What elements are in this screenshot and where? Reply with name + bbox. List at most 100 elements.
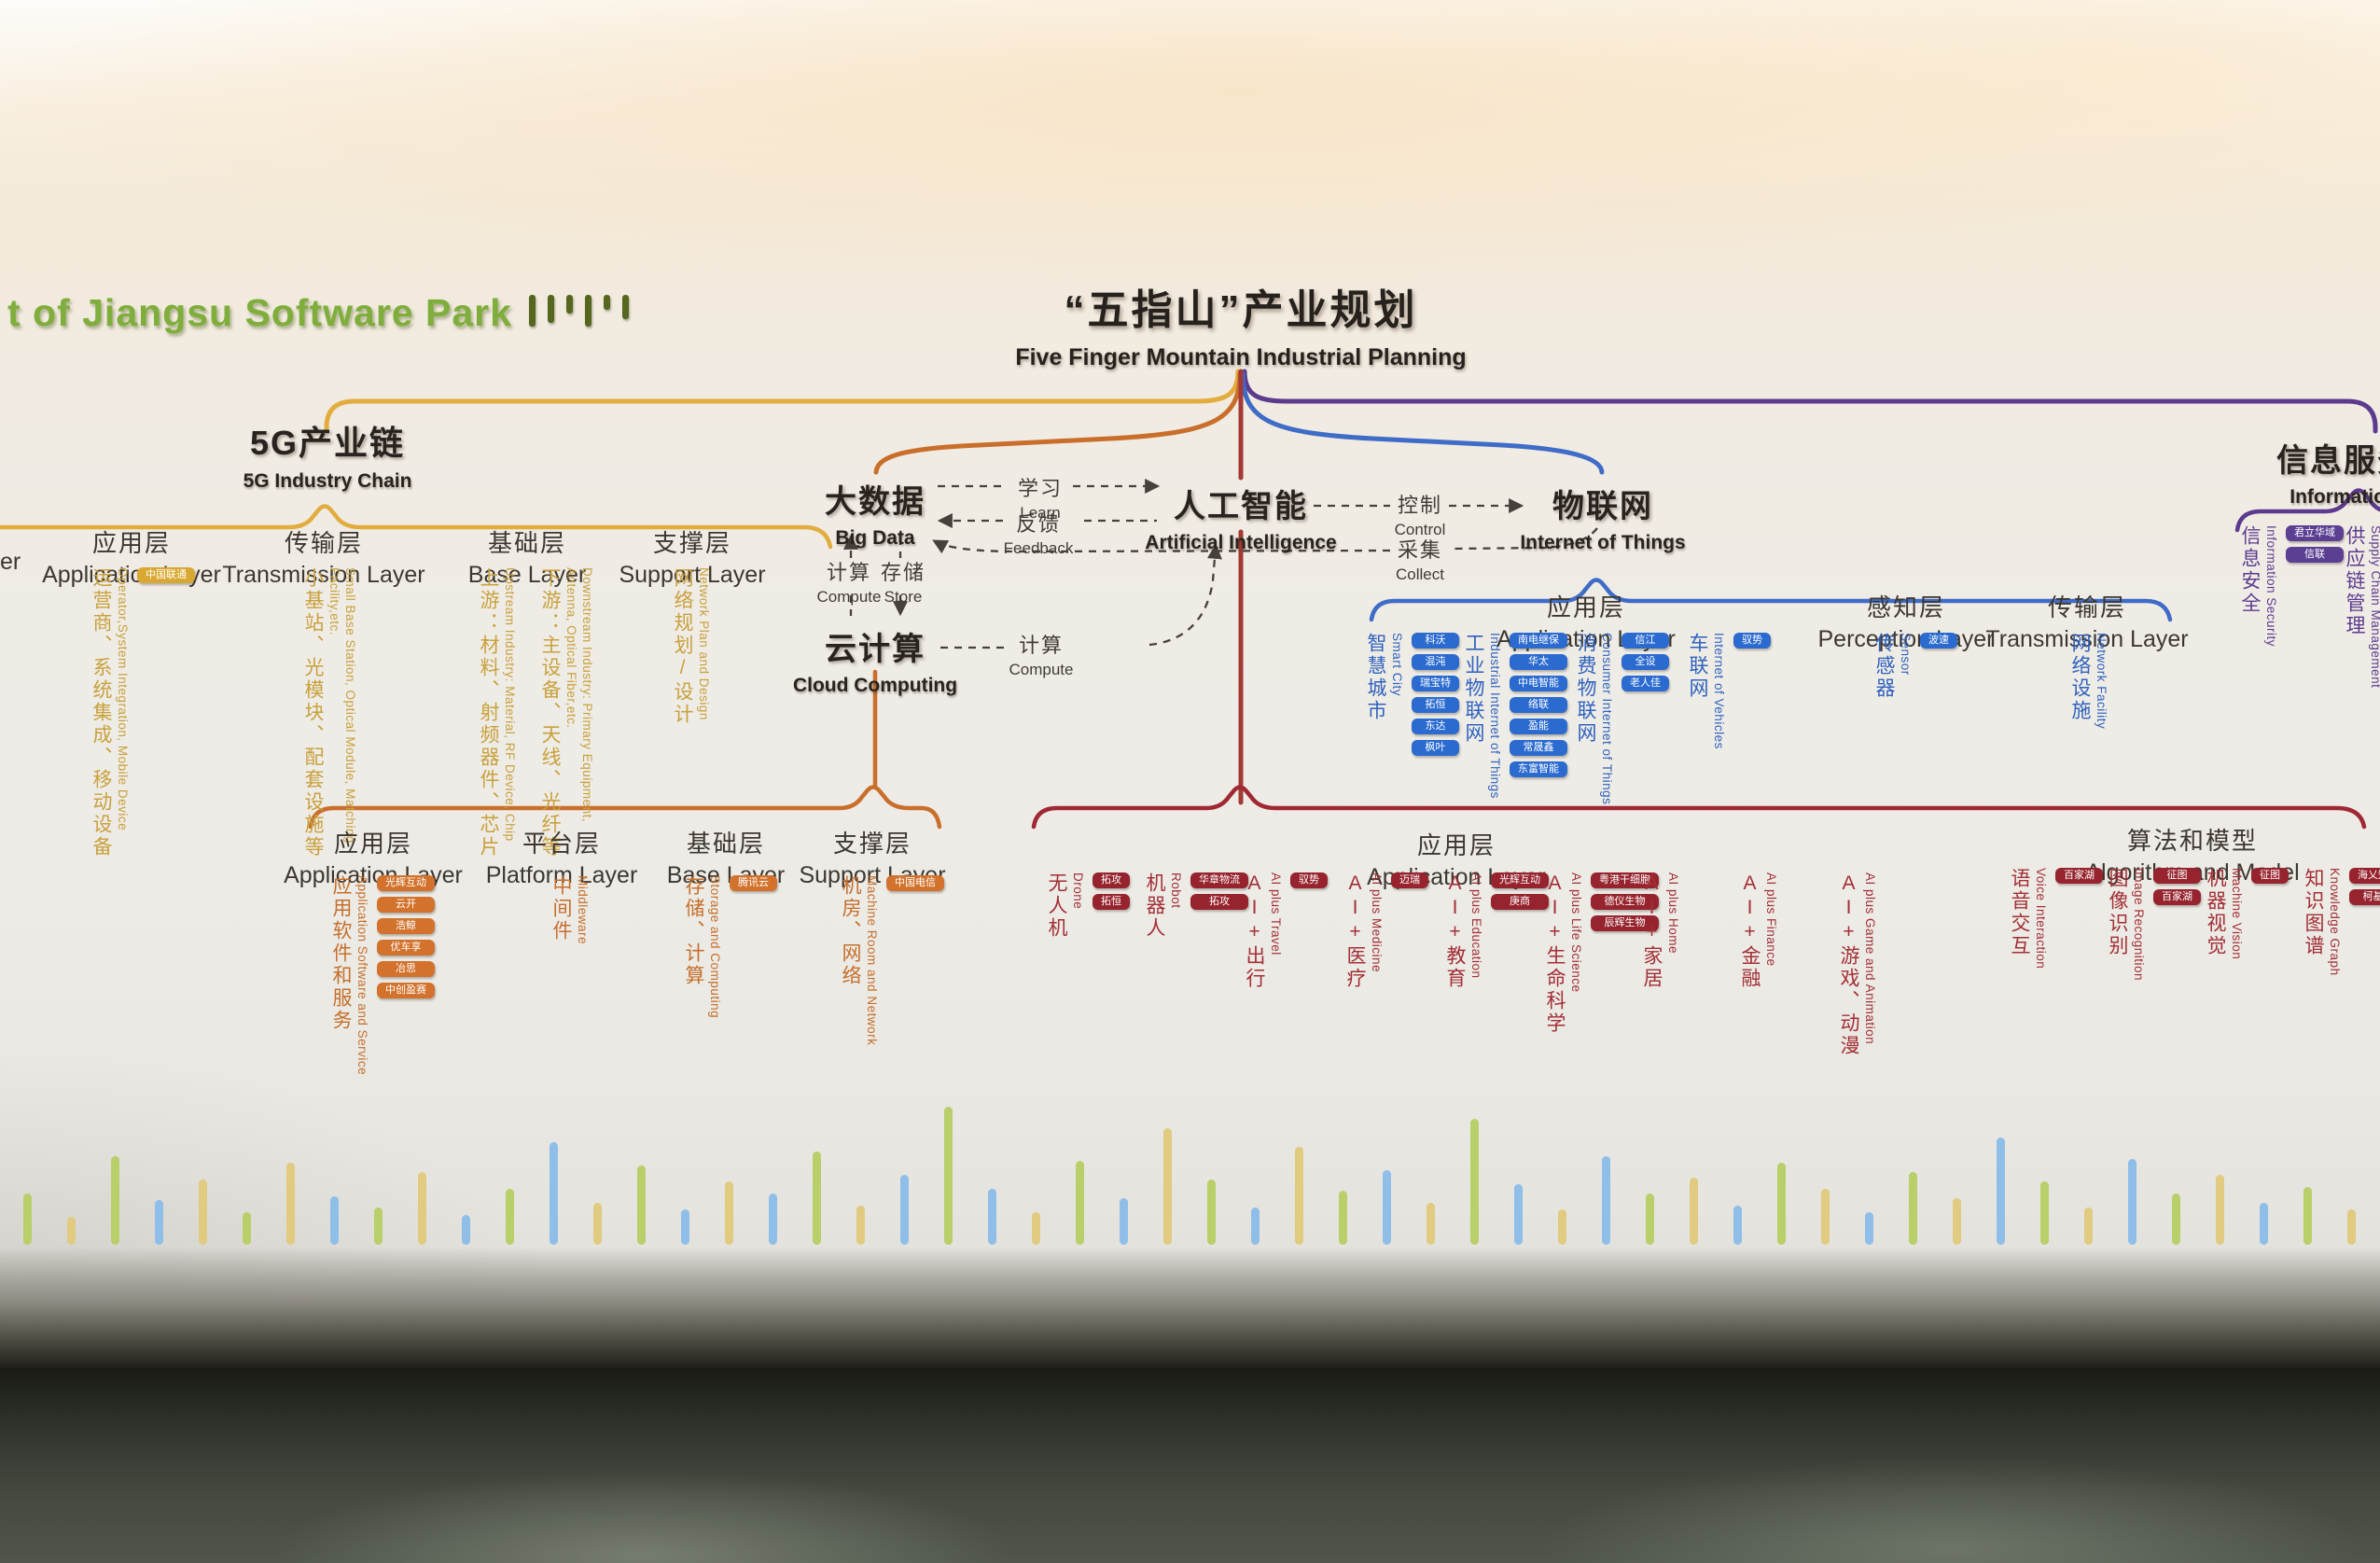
ai-app-item-2-badges: 驭势: [1290, 872, 1328, 888]
ai-app-item-5-en: AI plus Life Science: [1569, 872, 1583, 993]
iot-item-0-2-cn: 消费物联网: [1575, 633, 1596, 745]
cloud-item-3-0-cn: 机房、网络: [840, 875, 861, 987]
equalizer-bar-34: [1514, 1184, 1523, 1245]
equalizer-bar-8: [374, 1207, 383, 1245]
ai-algo-item-0-en: Voice Interaction: [2034, 868, 2048, 970]
g5-item-2-0: 上游：材料、射频器件、芯片 Upstream Industry: Material…: [476, 567, 518, 858]
brace-info: [2234, 488, 2380, 533]
ai-app-item-6-en: AI plus Home: [1666, 872, 1680, 955]
equalizer-bar-50: [2216, 1175, 2224, 1245]
equalizer-bar-24: [1076, 1161, 1084, 1245]
cloud-item-0-0-cn: 应用软件和服务: [330, 875, 352, 1032]
ai-app-item-5: AI+生命科学 AI plus Life Science 粤港干细胞 德仪生物 辰辉生物: [1542, 872, 1659, 1035]
iot-item-0-2-badge-0: 信江: [1621, 633, 1669, 649]
page-title-cn: “五指山”产业规划: [1064, 287, 1418, 333]
equalizer-bar-26: [1163, 1128, 1172, 1245]
page-title-en: Five Finger Mountain Industrial Planning: [1015, 344, 1467, 370]
equalizer-bar-42: [1865, 1212, 1873, 1245]
iot-item-2-0: 网络设施 Network Facility: [2067, 633, 2109, 729]
node-cloud-cn: 云计算: [825, 632, 926, 667]
ai-app-item-5-badge-1: 德仪生物: [1591, 894, 1659, 910]
ai-app-item-1-cn: 机器人: [1144, 872, 1165, 940]
cloud-item-2-0-badge-0: 腾讯云: [730, 875, 777, 891]
ai-app-item-1-badges: 华章物流 拓攻: [1190, 872, 1248, 910]
wall-base-shadow: [0, 1247, 2380, 1368]
iot-item-0-1-en: Industrial Internet of Things: [1488, 633, 1502, 799]
iot-item-0-0-badge-0: 科沃: [1412, 633, 1459, 649]
flow-compute2-arrow: [1148, 543, 1222, 647]
ai-app-item-4-en: AI plus Education: [1469, 872, 1483, 979]
page-title: “五指山”产业规划 Five Finger Mountain Industria…: [1015, 276, 1466, 371]
iot-item-0-3-en: Internet of Vehicles: [1712, 633, 1726, 749]
flow-control-label: 控制 Control: [1395, 489, 1446, 539]
ai-algo-item-0: 语音交互 Voice Interaction 百家湖: [2007, 868, 2103, 969]
cloud-item-0-0-badge-1: 云开: [377, 897, 435, 913]
ai-app-item-3: AI+医疗 AI plus Medicine 迈瑞: [1343, 872, 1428, 990]
equalizer-bar-46: [2040, 1181, 2049, 1245]
ai-algo-item-1-badge-0: 征图: [2153, 868, 2201, 884]
iot-layer-2: 传输层 Transmission Layer: [1985, 589, 2188, 653]
iot-item-2-0-cn: 网络设施: [2069, 633, 2091, 722]
g5-layer-2-en: Base Layer: [467, 562, 587, 588]
equalizer-bar-31: [1383, 1170, 1391, 1245]
ai-algo-item-0-badge-0: 百家湖: [2055, 868, 2103, 884]
ai-app-item-1-en: Robot: [1169, 872, 1183, 909]
equalizer-bar-6: [286, 1163, 295, 1245]
iot-layer-0-cn: 应用层: [1546, 593, 1626, 621]
iot-item-0-2-badge-2: 老人佳: [1621, 676, 1669, 691]
iot-item-0-0-en: Smart City: [1390, 633, 1404, 697]
iot-item-1-0: 传感器 Sensor 波速: [1872, 633, 1957, 700]
ai-algo-item-1-badge-1: 百家湖: [2153, 889, 2201, 905]
logo-bar-3: [584, 295, 592, 327]
equalizer-bar-32: [1427, 1203, 1435, 1245]
cloud-layer-1-en: Platform Layer: [485, 862, 638, 888]
iot-item-1-0-en: Sensor: [1899, 633, 1913, 676]
node-iot-cn: 物联网: [1552, 489, 1653, 524]
flow-feedback-cn: 反馈: [1015, 512, 1062, 536]
iot-item-0-1: 工业物联网 Industrial Internet of Things 南电继保 华太…: [1461, 633, 1567, 799]
iot-item-0-1-badge-3: 络联: [1510, 697, 1567, 713]
g5-item-1-0: 小基站、光模块、配套设施等 Small Base Station, Optical…: [300, 567, 358, 858]
g5-item-0-0-badge-0: 中国联通: [137, 567, 195, 583]
ai-app-item-5-badges: 粤港干细胞 德仪生物 辰辉生物: [1591, 872, 1659, 931]
cloud-item-2-0-cn: 存储、计算: [683, 875, 704, 987]
equalizer-bar-11: [506, 1189, 514, 1245]
equalizer-bar-53: [2347, 1209, 2356, 1245]
equalizer-bar-49: [2172, 1193, 2180, 1245]
iot-item-0-1-badge-5: 常晟鑫: [1510, 740, 1567, 756]
cloud-item-0-0-badge-5: 中创盈赛: [377, 983, 435, 998]
ai-app-item-6-cn: AI+家居: [1641, 872, 1663, 990]
flow-collect-en: Collect: [1396, 565, 1444, 583]
cloud-item-3-0-badges: 中国电信: [886, 875, 944, 891]
g5-layer-3: 支撑层 Support Layer: [619, 524, 765, 589]
iot-item-0-1-badge-2: 中电智能: [1510, 676, 1567, 691]
equalizer-bar-39: [1733, 1206, 1742, 1245]
info-item-0-cn: 信息安全: [2239, 525, 2261, 615]
flow-compute2-en: Compute: [1009, 661, 1074, 678]
equalizer-bar-48: [2128, 1159, 2136, 1245]
info-item-0-en: Information Security: [2264, 525, 2278, 648]
ai-algo-item-1-cn: 图像识别: [2107, 868, 2128, 957]
brace-5g: [0, 504, 833, 550]
ai-app-item-0-badges: 拓攻 拓恒: [1093, 872, 1130, 910]
iot-item-0-1-badge-1: 华太: [1510, 654, 1567, 670]
g5-item-1-0-cn: 小基站、光模块、配套设施等: [302, 567, 324, 858]
iot-layer-2-en: Transmission Layer: [1985, 626, 2189, 652]
iot-item-0-0-badges: 科沃 混沌 瑞宝特 拓恒 东达 枫叶: [1412, 633, 1459, 756]
equalizer-bar-14: [637, 1165, 646, 1245]
equalizer-bar-27: [1207, 1179, 1216, 1245]
info-item-0: 信息安全 Information Security 君立华域 信联: [2237, 525, 2344, 647]
cloud-item-3-0-badge-0: 中国电信: [886, 875, 944, 891]
cloud-item-0-0-en: Application Software and Service: [355, 875, 369, 1076]
ai-algo-item-2-badge-0: 征图: [2251, 868, 2289, 884]
g5-layer-2: 基础层 Base Layer: [468, 524, 586, 589]
iot-item-0-0: 智慧城市 Smart City 科沃 混沌 瑞宝特 拓恒 东达 枫叶: [1363, 633, 1459, 756]
flow-collect-arrow: [932, 539, 1391, 554]
equalizer-bar-25: [1120, 1198, 1128, 1245]
ai-app-item-1-badge-0: 华章物流: [1190, 872, 1248, 888]
ai-app-item-8-cn: AI+游戏、动漫: [1838, 872, 1859, 1057]
g5-layer-1: 传输层 Transmission Layer: [222, 524, 425, 589]
node-5g-cn: 5G产业链: [249, 424, 406, 462]
cloud-item-0-0-badge-4: 冶思: [377, 961, 435, 977]
equalizer-bar-41: [1821, 1189, 1830, 1245]
